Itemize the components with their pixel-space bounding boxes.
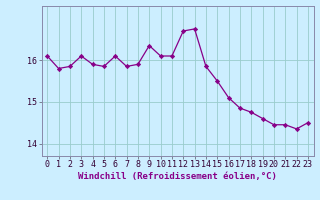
X-axis label: Windchill (Refroidissement éolien,°C): Windchill (Refroidissement éolien,°C) [78,172,277,181]
